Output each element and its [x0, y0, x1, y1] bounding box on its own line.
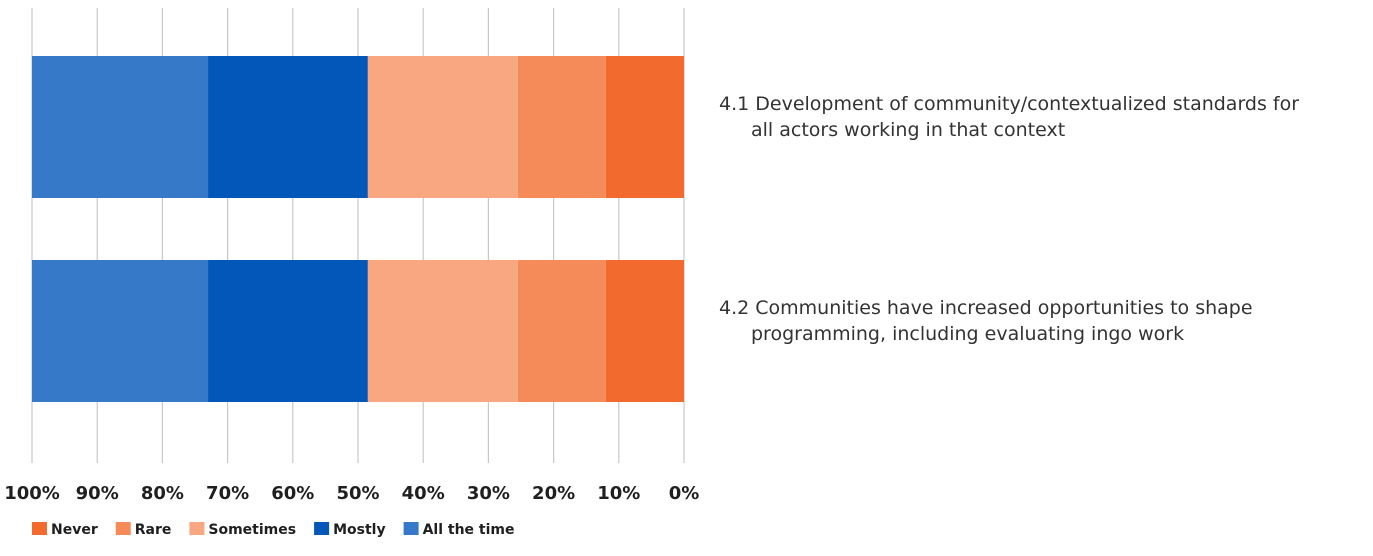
- legend-label: Mostly: [333, 522, 386, 538]
- legend-item-rare: Rare: [115, 522, 172, 538]
- category-label-4-1: 4.1 Development of community/contextuali…: [719, 93, 1299, 141]
- x-tick-label: 0%: [669, 483, 700, 504]
- legend-label: Sometimes: [208, 522, 296, 538]
- legend-swatch: [189, 522, 205, 535]
- legend-item-sometimes: Sometimes: [189, 522, 296, 538]
- legend-item-never: Never: [32, 522, 98, 538]
- x-tick-label: 100%: [4, 483, 60, 504]
- legend-label: Never: [51, 522, 98, 538]
- x-tick-label: 20%: [532, 483, 575, 504]
- bar-segment-all-the-time-4-1: [32, 56, 209, 198]
- legend-label: Rare: [135, 522, 172, 538]
- legend: Never Rare Sometimes Mostly All the time: [32, 522, 515, 538]
- bar-segment-mostly-4-2: [208, 260, 368, 402]
- x-tick-label: 60%: [271, 483, 314, 504]
- bar-layer: [32, 56, 684, 402]
- category-labels: 4.1 Development of community/contextuali…: [719, 93, 1299, 345]
- x-tick-label: 50%: [336, 483, 379, 504]
- legend-item-mostly: Mostly: [314, 522, 386, 538]
- x-tick-label: 10%: [597, 483, 640, 504]
- bar-segment-never-4-2: [605, 260, 684, 402]
- bar-segment-sometimes-4-1: [367, 56, 518, 198]
- x-tick-label: 30%: [467, 483, 510, 504]
- category-label-4-2: 4.2 Communities have increased opportuni…: [719, 297, 1253, 345]
- legend-item-all-the-time: All the time: [403, 522, 515, 538]
- legend-label: All the time: [423, 522, 515, 538]
- bar-segment-sometimes-4-2: [367, 260, 518, 402]
- bar-segment-rare-4-1: [517, 56, 606, 198]
- bar-segment-never-4-1: [605, 56, 684, 198]
- legend-swatch: [115, 522, 131, 535]
- bar-segment-all-the-time-4-2: [32, 260, 209, 402]
- x-tick-label: 90%: [76, 483, 119, 504]
- x-tick-label: 80%: [141, 483, 184, 504]
- bar-segment-rare-4-2: [517, 260, 606, 402]
- x-axis-ticks: 100% 90% 80% 70% 60% 50% 40% 30% 20% 10% 0%: [4, 483, 699, 504]
- legend-swatch: [403, 522, 419, 535]
- legend-swatch: [314, 522, 330, 535]
- x-tick-label: 40%: [402, 483, 445, 504]
- x-tick-label: 70%: [206, 483, 249, 504]
- bar-segment-mostly-4-1: [208, 56, 368, 198]
- legend-swatch: [32, 522, 47, 535]
